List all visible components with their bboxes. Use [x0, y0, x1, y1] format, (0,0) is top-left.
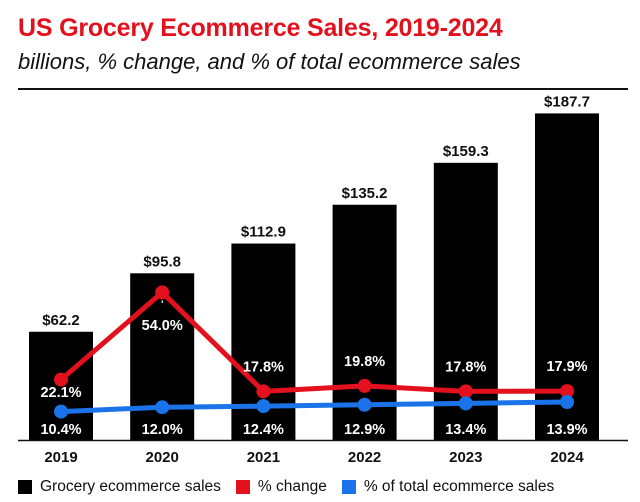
change-value-label: 17.8%	[243, 359, 284, 375]
change-value-label: 19.8%	[344, 354, 385, 370]
legend-swatch-change	[235, 480, 250, 494]
title-divider	[18, 88, 628, 90]
series-line-share	[60, 399, 568, 415]
change-point	[54, 372, 68, 387]
series-line-change	[59, 289, 568, 394]
share-point	[54, 404, 68, 419]
bar-value-label: $112.9	[241, 224, 286, 241]
legend-swatch-share	[341, 480, 356, 494]
change-point	[458, 384, 473, 399]
change-value-label: 54.0%	[142, 318, 183, 334]
change-point	[155, 285, 170, 300]
x-tick-label: 2023	[449, 449, 482, 466]
share-point	[357, 397, 372, 412]
share-point	[155, 400, 170, 415]
legend-swatch-sales	[18, 480, 32, 494]
share-point	[256, 399, 271, 414]
chart-title: US Grocery Ecommerce Sales, 2019-2024	[18, 14, 503, 42]
bar-value-label: $62.2	[42, 312, 80, 329]
legend-label-change: % change	[257, 478, 327, 495]
chart-legend: Grocery ecommerce sales % change % of to…	[18, 474, 554, 500]
bar-value-label: $135.2	[342, 185, 388, 202]
chart-plot: $62.2 $95.8 $112.9 $135.2 $159.3 $187.7 2019 20…	[18, 93, 628, 466]
legend-label-share: % of total ecommerce sales	[363, 478, 555, 495]
chart-subtitle: billions, % change, and % of total ecomm…	[18, 49, 521, 74]
x-tick-label: 2022	[348, 449, 381, 466]
share-value-label: 10.4%	[40, 422, 81, 438]
legend-item-share: % of total ecommerce sales	[341, 478, 555, 496]
change-value-label: 22.1%	[40, 385, 81, 401]
legend-item-change: % change	[235, 478, 327, 496]
x-tick-label: 2020	[146, 449, 179, 466]
share-value-label: 12.4%	[243, 422, 284, 438]
share-value-label: 13.4%	[445, 422, 486, 438]
change-point	[256, 384, 271, 399]
bar-value-label: $187.7	[544, 93, 590, 110]
legend-label-sales: Grocery ecommerce sales	[40, 478, 221, 495]
change-point	[560, 384, 574, 399]
bar-value-label: $95.8	[143, 253, 181, 270]
share-value-label: 13.9%	[546, 422, 587, 438]
change-value-label: 17.9%	[546, 359, 587, 375]
share-value-label: 12.0%	[142, 422, 183, 438]
legend-item-sales: Grocery ecommerce sales	[18, 478, 221, 496]
share-point	[560, 395, 574, 410]
x-tick-label: 2021	[247, 449, 280, 466]
change-value-label: 17.8%	[445, 359, 486, 375]
bar-value-label: $159.3	[443, 143, 489, 160]
share-value-label: 12.9%	[344, 422, 385, 438]
share-point	[458, 396, 473, 411]
change-point	[357, 378, 372, 393]
x-tick-label: 2019	[44, 449, 77, 466]
x-tick-label: 2024	[550, 449, 584, 466]
